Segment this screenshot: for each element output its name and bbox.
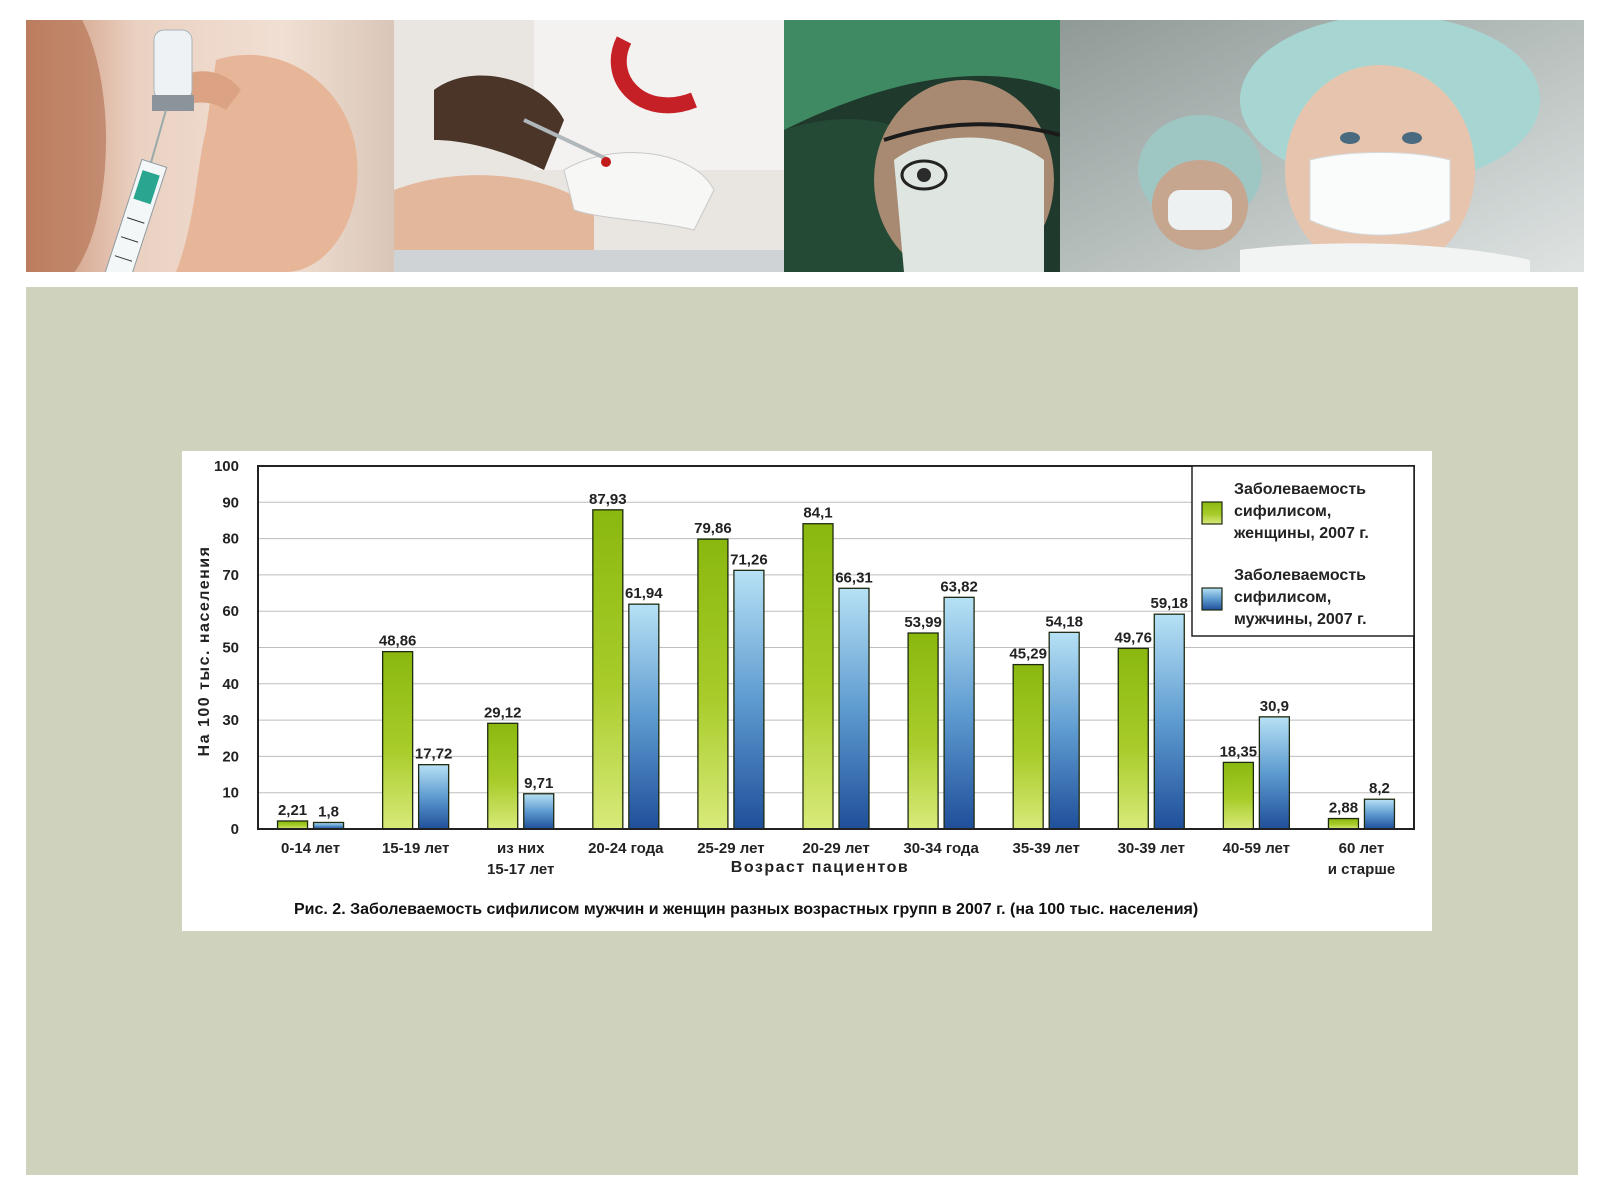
male-value-label: 54,18 (1045, 613, 1083, 630)
female-legend-swatch (1201, 501, 1223, 525)
male-bar (523, 793, 555, 830)
male-bar (943, 596, 975, 830)
y-tick-label: 90 (222, 494, 239, 511)
male-bar (838, 587, 870, 830)
y-tick-label: 0 (231, 821, 239, 838)
male-bar (733, 569, 765, 830)
y-tick-label: 70 (222, 567, 239, 584)
y-tick-label: 50 (222, 640, 239, 657)
y-tick-label: 40 (222, 676, 239, 693)
male-bar (628, 603, 660, 830)
male-value-label: 8,2 (1369, 780, 1390, 797)
y-tick-label: 30 (222, 712, 239, 729)
female-value-label: 45,29 (1009, 646, 1047, 663)
x-category-label: 35-39 лет (1013, 840, 1080, 857)
x-category-label: 30-39 лет (1118, 840, 1185, 857)
male-value-label: 17,72 (415, 746, 453, 763)
legend-label: Заболеваемость (1234, 567, 1366, 584)
legend-label: женщины, 2007 г. (1233, 525, 1369, 542)
incidence-bar-chart: 2,21 1,8 48,86 17,72 29,12 9,71 87,93 61,94 79,8… (196, 458, 1415, 918)
female-bar (592, 509, 624, 830)
x-category-label: 0-14 лет (281, 840, 340, 857)
y-tick-label: 60 (222, 603, 239, 620)
legend-box (1191, 465, 1415, 637)
x-category-label: 30-34 года (903, 840, 979, 857)
legend-label: Заболеваемость (1234, 481, 1366, 498)
female-bar (276, 820, 309, 830)
x-category-label: из них (497, 840, 545, 857)
male-value-label: 61,94 (625, 585, 663, 602)
female-bar (1222, 761, 1255, 830)
legend: Заболеваемость сифилисом, женщины, 2007 г.… (1191, 465, 1415, 637)
data-labels: 2,21 1,8 48,86 17,72 29,12 9,71 87,93 61,94 79,8… (278, 491, 1390, 821)
y-tick-label: 10 (222, 785, 239, 802)
photo-strip (26, 20, 1584, 272)
male-value-label: 9,71 (524, 775, 553, 792)
y-tick-label: 100 (214, 458, 239, 475)
axes: 0 10 20 30 40 50 60 70 80 90 100 0-14 лет 15-19 лет и… (214, 458, 1415, 878)
male-bar (417, 764, 450, 830)
y-tick-label: 20 (222, 748, 239, 765)
male-bar (1153, 613, 1185, 830)
female-value-label: 29,12 (484, 704, 522, 721)
male-value-label: 59,18 (1150, 595, 1188, 612)
male-legend-swatch (1201, 587, 1223, 611)
female-bar (697, 538, 729, 830)
female-bar (487, 722, 519, 830)
female-value-label: 53,99 (904, 614, 942, 631)
x-category-label: 20-29 лет (802, 840, 869, 857)
plot-frame (257, 465, 1415, 830)
female-bar (907, 632, 939, 830)
surgeon-photo (784, 20, 1060, 272)
female-bar (1327, 817, 1360, 830)
female-bar (1012, 663, 1044, 830)
female-value-label: 49,76 (1114, 629, 1152, 646)
chart-container: 2,21 1,8 48,86 17,72 29,12 9,71 87,93 61,94 79,8… (182, 451, 1432, 931)
female-value-label: 2,21 (278, 802, 307, 819)
female-bar (1117, 647, 1149, 830)
female-value-label: 84,1 (803, 505, 832, 522)
legend-label: сифилисом, (1234, 503, 1331, 520)
x-category-label: 20-24 года (588, 840, 664, 857)
x-category-label: 15-17 лет (487, 861, 554, 878)
bars (276, 509, 1396, 830)
figure-caption: Рис. 2. Заболеваемость сифилисом мужчин … (294, 901, 1198, 918)
male-bar (1048, 631, 1080, 830)
female-value-label: 79,86 (694, 520, 732, 537)
x-category-label: 15-19 лет (382, 840, 449, 857)
legend-label: сифилисом, (1234, 589, 1331, 606)
female-bar (381, 650, 414, 830)
male-bar (1363, 798, 1396, 830)
female-value-label: 2,88 (1329, 800, 1358, 817)
male-bar (1258, 716, 1291, 830)
male-value-label: 30,9 (1260, 698, 1289, 715)
y-axis-title: На 100 тыс. населения (196, 546, 213, 757)
y-tick-label: 80 (222, 531, 239, 548)
male-value-label: 71,26 (730, 551, 768, 568)
legend-label: мужчины, 2007 г. (1234, 611, 1367, 628)
male-value-label: 63,82 (940, 578, 978, 595)
x-category-label: 60 лет (1339, 840, 1385, 857)
female-value-label: 48,86 (379, 633, 417, 650)
male-value-label: 1,8 (318, 803, 339, 820)
syringe-vial-photo (26, 20, 394, 272)
x-axis-title: Возраст пациентов (731, 859, 909, 876)
male-value-label: 66,31 (835, 569, 873, 586)
masked-nurses-photo (1060, 20, 1584, 272)
female-bar (802, 523, 834, 830)
x-category-label: 40-59 лет (1223, 840, 1290, 857)
x-category-label: и старше (1328, 861, 1395, 878)
female-value-label: 18,35 (1220, 743, 1258, 760)
x-category-label: 25-29 лет (697, 840, 764, 857)
female-value-label: 87,93 (589, 491, 627, 508)
blood-test-photo (394, 20, 784, 272)
